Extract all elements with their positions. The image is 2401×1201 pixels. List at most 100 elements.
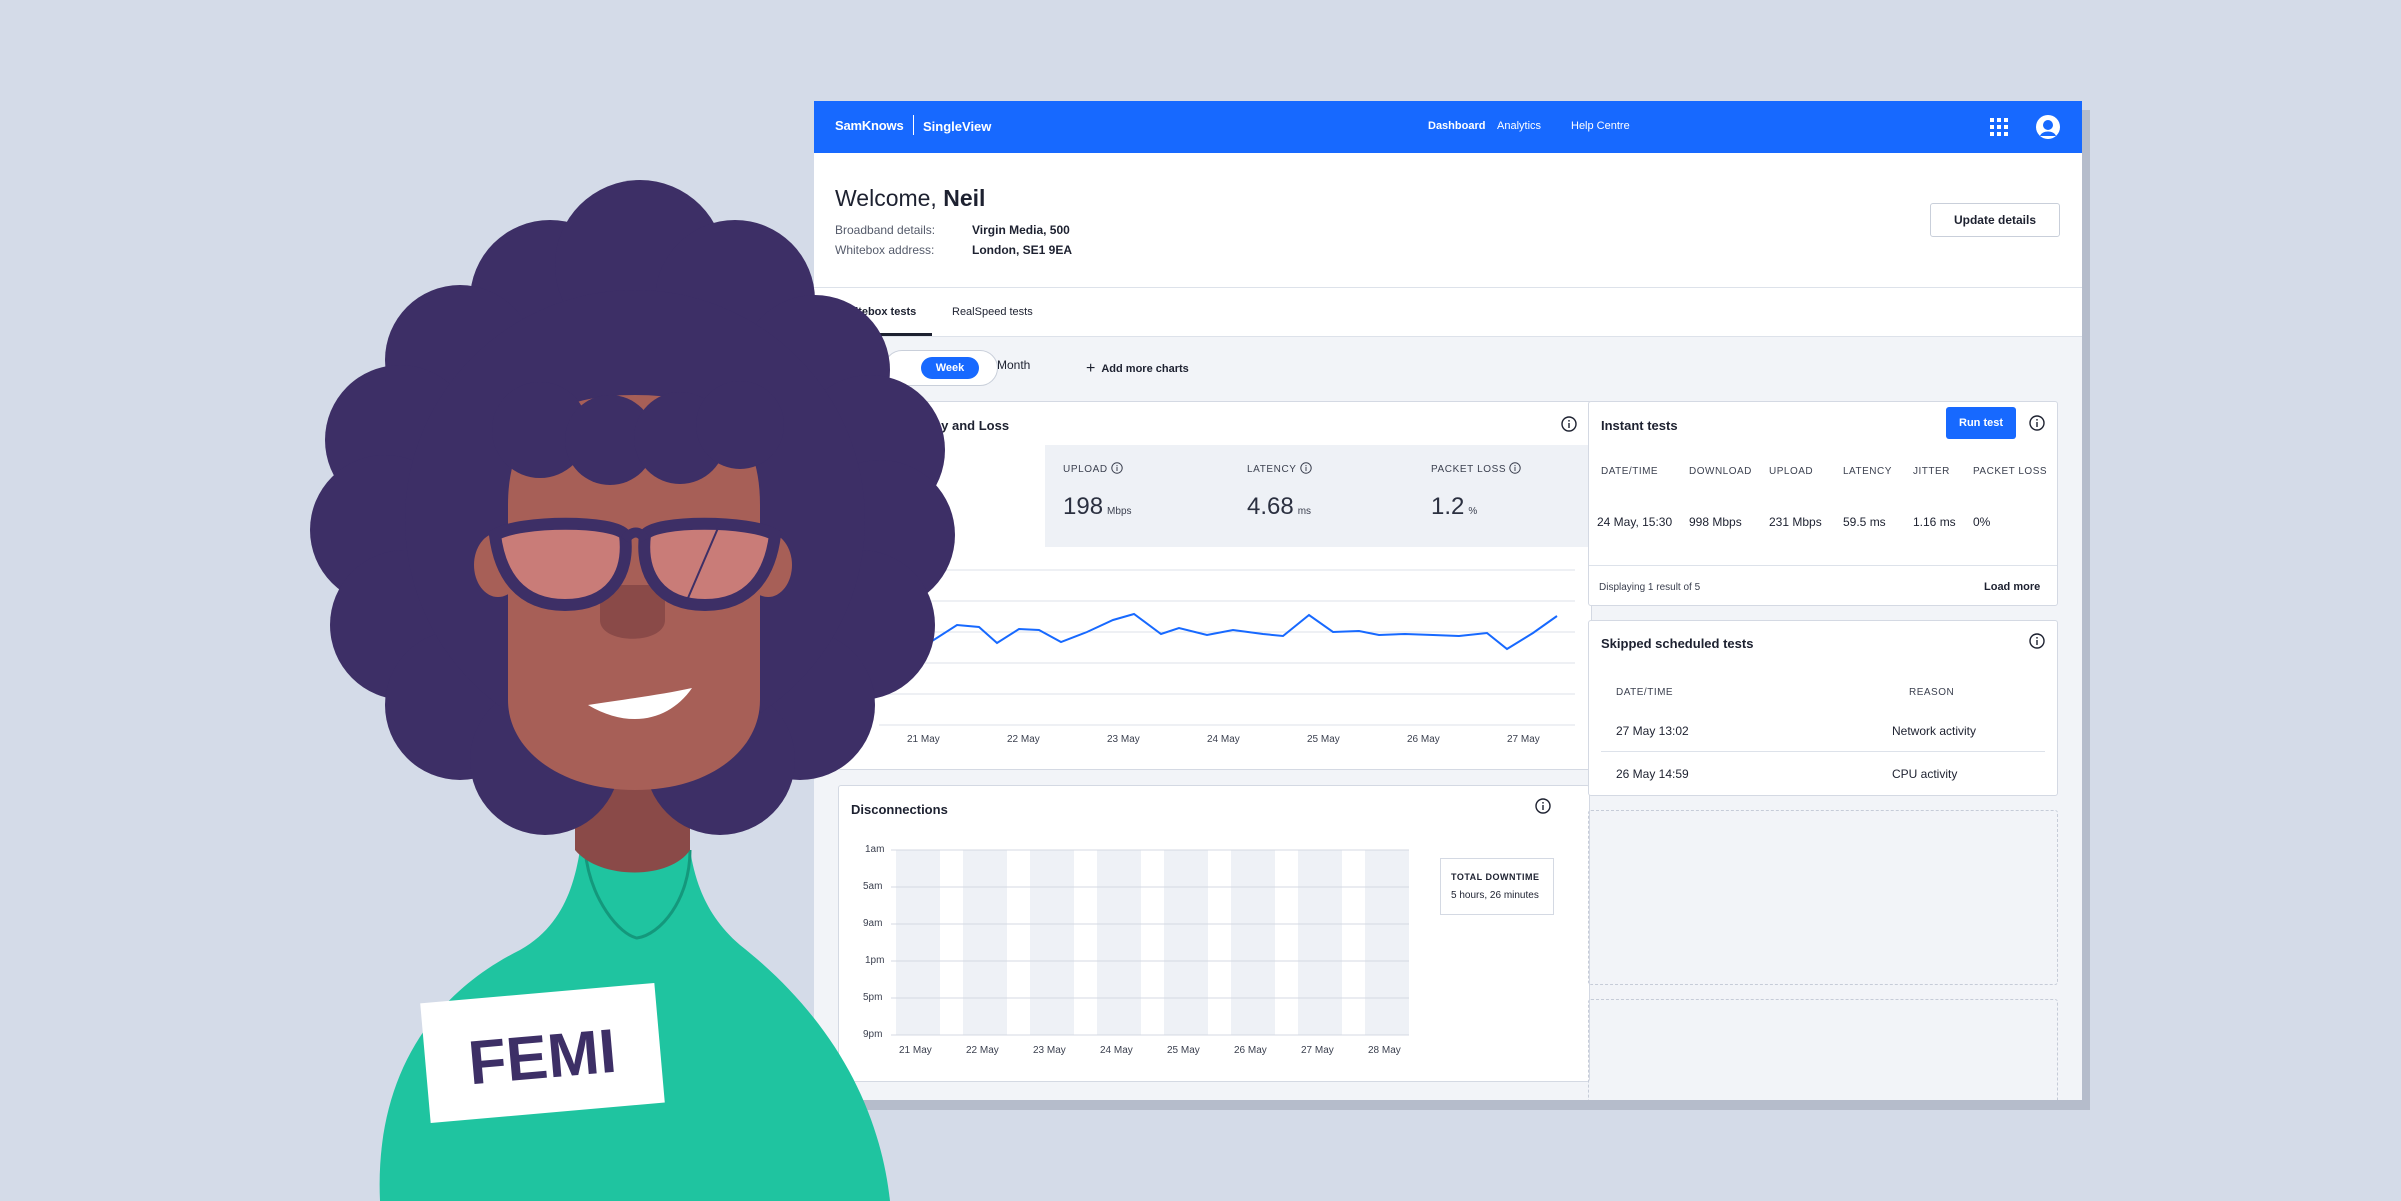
metric-value: 198 Mbps	[1063, 493, 1132, 520]
top-navigation-bar: SamKnows SingleView Dashboard Analytics …	[814, 101, 2082, 153]
y-axis-label: 9pm	[863, 1029, 883, 1040]
table-cell: 27 May 13:02	[1616, 724, 1689, 738]
table-cell: Network activity	[1892, 724, 1977, 738]
x-axis-label: 27 May	[1507, 734, 1540, 745]
name-badge: FEMI	[420, 982, 665, 1123]
info-icon[interactable]	[1509, 462, 1521, 474]
nav-help-centre[interactable]: Help Centre	[1571, 120, 1630, 132]
month-toggle-button[interactable]: Month	[997, 358, 1031, 372]
disconnections-title: Disconnections	[851, 802, 948, 817]
brand-divider	[913, 115, 914, 135]
disconnections-card: Disconnections	[838, 785, 1590, 1082]
nav-analytics[interactable]: Analytics	[1497, 120, 1542, 132]
x-axis-label: 26 May	[1407, 734, 1440, 745]
week-toggle-button[interactable]: Week	[921, 357, 979, 379]
update-details-button[interactable]: Update details	[1930, 203, 2060, 237]
y-axis-label: 1pm	[865, 955, 885, 966]
info-icon[interactable]	[1111, 462, 1123, 474]
user-avatar-icon[interactable]	[2036, 115, 2060, 139]
x-axis-label: 21 May	[907, 734, 940, 745]
x-axis-label: 24 May	[1100, 1045, 1133, 1056]
nose	[600, 585, 665, 639]
x-axis-label: 25 May	[1167, 1045, 1200, 1056]
product-name: SingleView	[923, 119, 992, 134]
metric-label: UPLOAD	[1063, 462, 1123, 475]
metric-label: LATENCY	[1247, 462, 1312, 475]
tab-realspeed-tests[interactable]: RealSpeed tests	[952, 306, 1033, 318]
speed-series-line	[878, 612, 1558, 651]
info-icon[interactable]	[1561, 416, 1577, 432]
table-cell: 998 Mbps	[1689, 515, 1742, 529]
empty-chart-slot[interactable]	[1588, 999, 2058, 1100]
metric-value: 4.68 ms	[1247, 493, 1312, 520]
results-count: Displaying 1 result of 5	[1599, 582, 1701, 593]
plus-icon: +	[1086, 360, 1096, 377]
total-downtime-box: TOTAL DOWNTIME 5 hours, 26 minutes	[1440, 858, 1554, 915]
add-charts-label: Add more charts	[1101, 363, 1189, 375]
apps-grid-icon[interactable]	[1990, 118, 2008, 136]
table-cell: 59.5 ms	[1843, 515, 1886, 529]
whitebox-label: Whitebox address:	[835, 243, 935, 257]
x-axis-label: 28 May	[1368, 1045, 1401, 1056]
instant-tests-title: Instant tests	[1601, 418, 1678, 433]
metric-summary: UPLOAD 198 Mbps LATENCY 4.68 ms PACKET LOS…	[1045, 445, 1590, 547]
glasses	[488, 517, 782, 612]
load-more-button[interactable]: Load more	[1984, 581, 2041, 593]
downtime-value: 5 hours, 26 minutes	[1451, 890, 1539, 901]
x-axis-label: 25 May	[1307, 734, 1340, 745]
column-header: JITTER	[1913, 466, 1950, 477]
info-icon[interactable]	[1299, 462, 1312, 474]
x-axis-label: 23 May	[1033, 1045, 1066, 1056]
table-cell: 0%	[1973, 515, 1991, 529]
speed-line-chart	[878, 569, 1575, 726]
run-test-button[interactable]: Run test	[1946, 407, 2016, 439]
x-axis-label: 27 May	[1301, 1045, 1334, 1056]
badge-name: FEMI	[466, 1017, 620, 1099]
welcome-greeting: Welcome,	[835, 185, 937, 211]
brand-logo[interactable]: SamKnows	[835, 118, 904, 133]
skipped-tests-card: Skipped scheduled tests DATE/TIME REASON…	[1588, 620, 2058, 796]
disconnections-chart	[891, 849, 1409, 1036]
x-axis-label: 22 May	[966, 1045, 999, 1056]
column-header: DOWNLOAD	[1689, 466, 1752, 477]
y-axis-label: 9am	[863, 918, 883, 929]
table-cell: 24 May, 15:30	[1597, 515, 1673, 529]
y-axis-label: 5pm	[863, 992, 883, 1003]
table-cell: 1.16 ms	[1913, 515, 1956, 529]
column-header: DATE/TIME	[1601, 466, 1659, 477]
x-axis-label: 22 May	[1007, 734, 1040, 745]
column-header: LATENCY	[1843, 466, 1892, 477]
nav-dashboard[interactable]: Dashboard	[1428, 120, 1486, 132]
table-cell: CPU activity	[1892, 767, 1958, 781]
column-header: UPLOAD	[1769, 466, 1814, 477]
welcome-panel: Welcome, Neil Broadband details: Virgin …	[814, 153, 2082, 288]
y-axis-label: 5am	[863, 881, 883, 892]
broadband-label: Broadband details:	[835, 223, 936, 237]
info-icon[interactable]	[1535, 798, 1551, 814]
instant-tests-card: Instant tests Run test DATE/TIME DOWNLOA…	[1588, 401, 2058, 606]
skipped-tests-title: Skipped scheduled tests	[1601, 636, 1754, 651]
user-name: Neil	[943, 185, 986, 211]
metric-label: PACKET LOSS	[1431, 462, 1521, 475]
x-axis-label: 23 May	[1107, 734, 1140, 745]
broadband-value: Virgin Media, 500	[972, 223, 1070, 237]
app-window: SamKnows SingleView Dashboard Analytics …	[814, 101, 2082, 1100]
column-header: REASON	[1909, 687, 1955, 698]
whitebox-value: London, SE1 9EA	[972, 243, 1073, 257]
add-more-charts-button[interactable]: + Add more charts	[1086, 360, 1189, 378]
info-icon[interactable]	[2029, 415, 2045, 431]
empty-chart-slot[interactable]	[1588, 810, 2058, 985]
metric-value: 1.2%	[1431, 493, 1478, 520]
column-header: PACKET LOSS	[1973, 466, 2048, 477]
info-icon[interactable]	[2029, 633, 2045, 649]
table-cell: 26 May 14:59	[1616, 767, 1689, 781]
x-axis-label: 26 May	[1234, 1045, 1267, 1056]
divider	[1589, 565, 2057, 566]
x-axis-label: 24 May	[1207, 734, 1240, 745]
period-toggle: Week Month	[884, 350, 1030, 386]
divider	[1601, 751, 2045, 752]
y-axis-label: 1am	[865, 844, 885, 855]
downtime-label: TOTAL DOWNTIME	[1451, 872, 1540, 882]
